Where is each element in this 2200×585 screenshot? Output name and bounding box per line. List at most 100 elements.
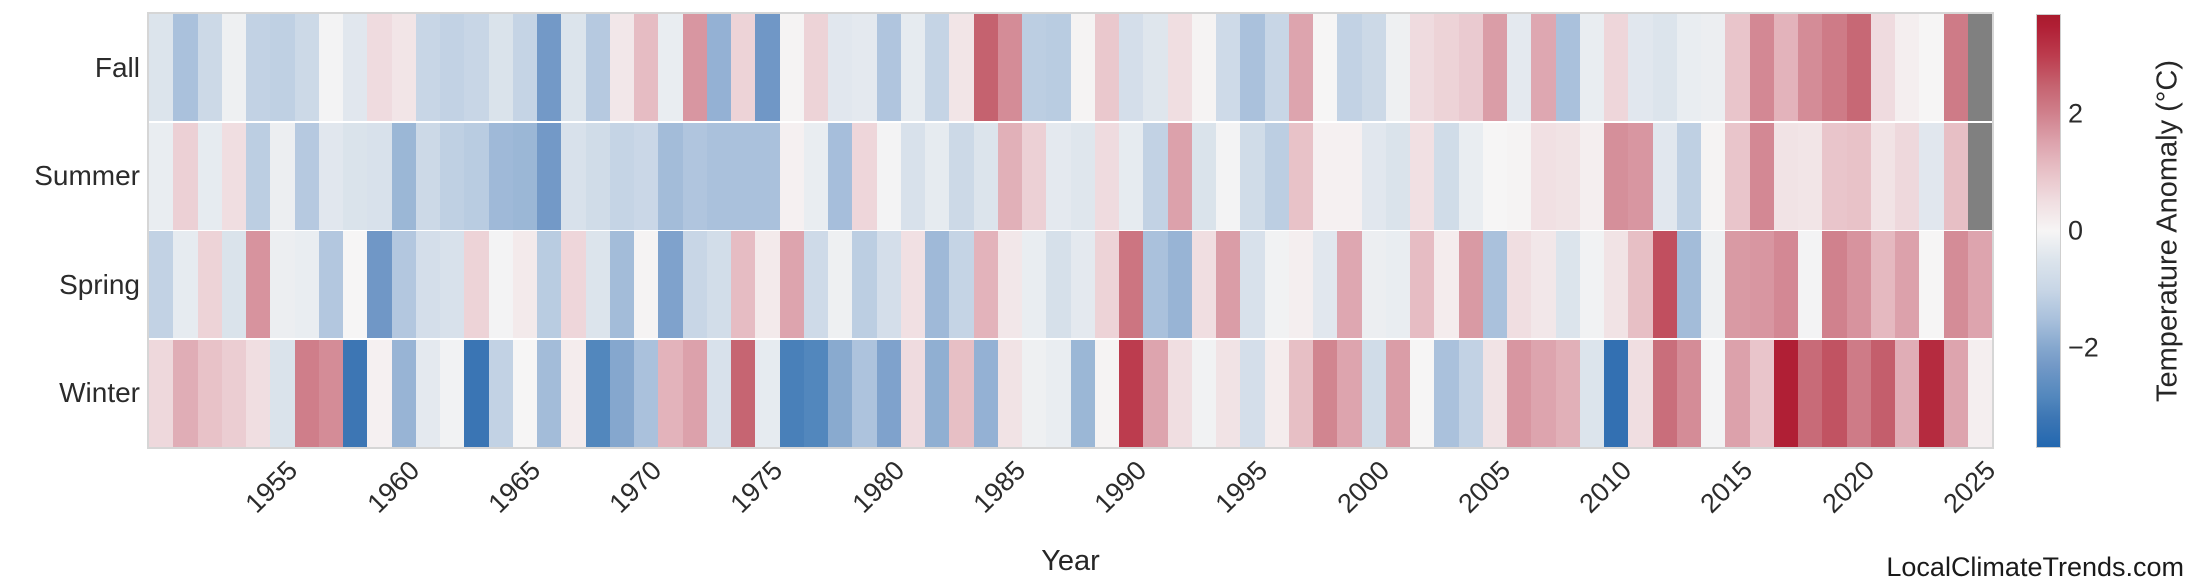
heatmap-cell [415,339,440,447]
heatmap-cell [1749,231,1774,339]
heatmap-cell [343,339,368,447]
heatmap-cell [1094,231,1119,339]
heatmap-cell [1652,231,1677,339]
heatmap-cell [1361,231,1386,339]
heatmap-cell [1507,14,1532,122]
heatmap-cell [1895,14,1920,122]
heatmap-cell [1458,339,1483,447]
heatmap-cell [1313,122,1338,230]
heatmap-cell [1652,122,1677,230]
heatmap-cell [1288,122,1313,230]
colorbar-tick-label: 2 [2068,98,2084,129]
heatmap-cell [1216,14,1241,122]
heatmap-cell [246,231,271,339]
heatmap-cell [1337,231,1362,339]
heatmap-cell [173,14,198,122]
heatmap-cell [1288,14,1313,122]
heatmap-cell [779,231,804,339]
heatmap-cell [585,231,610,339]
heatmap-cell [1895,231,1920,339]
x-tick-label: 1960 [361,455,425,519]
heatmap-cell [391,122,416,230]
heatmap-cell [658,339,683,447]
heatmap-cell [1870,14,1895,122]
heatmap-cell [173,339,198,447]
heatmap-cell [1119,122,1144,230]
heatmap-cell [464,231,489,339]
heatmap-cell [221,122,246,230]
heatmap-cell [1313,231,1338,339]
heatmap [147,12,1994,449]
heatmap-cell [852,231,877,339]
heatmap-cell [1385,231,1410,339]
heatmap-cell [537,14,562,122]
colorbar-title: Temperature Anomaly (°C) [2151,60,2184,402]
heatmap-cell [1070,339,1095,447]
row-label-fall: Fall [94,52,140,84]
heatmap-cell [391,231,416,339]
heatmap-cell [537,339,562,447]
heatmap-cell [1458,231,1483,339]
heatmap-cell [1701,122,1726,230]
heatmap-cell [973,14,998,122]
heatmap-cell [367,339,392,447]
heatmap-cell [1070,231,1095,339]
heatmap-cell [1022,231,1047,339]
heatmap-cell [852,339,877,447]
x-tick-label: 1970 [603,455,668,519]
heatmap-cell [1507,339,1532,447]
heatmap-cell [1579,14,1604,122]
heatmap-cell [997,231,1022,339]
heatmap-cell [221,14,246,122]
heatmap-cell [1531,122,1556,230]
heatmap-cell [1555,339,1580,447]
x-tick-label: 2005 [1452,455,1517,519]
x-tick-label: 1965 [482,455,547,519]
heatmap-cell [876,231,901,339]
heatmap-cell [1482,122,1507,230]
heatmap-cell [1895,339,1920,447]
heatmap-cell [706,339,731,447]
heatmap-cell [343,14,368,122]
heatmap-cell [440,14,465,122]
heatmap-cell [658,231,683,339]
heatmap-cell [973,339,998,447]
heatmap-cell [1846,122,1871,230]
heatmap-cell [1919,339,1944,447]
heatmap-cell [1798,122,1823,230]
heatmap-cell [415,231,440,339]
x-tick-label: 1975 [724,455,789,519]
heatmap-cell [682,231,707,339]
heatmap-cell [1191,339,1216,447]
heatmap-cell [755,231,780,339]
heatmap-cell [1313,14,1338,122]
heatmap-cell [1579,231,1604,339]
heatmap-cell [1022,339,1047,447]
heatmap-cell [1458,14,1483,122]
heatmap-cell [973,122,998,230]
heatmap-cell [1410,339,1435,447]
heatmap-cell [221,339,246,447]
heatmap-cell [803,14,828,122]
heatmap-cell [634,339,659,447]
heatmap-cell [415,122,440,230]
heatmap-cell [1870,122,1895,230]
heatmap-cell [1967,231,1992,339]
heatmap-cell [1798,339,1823,447]
heatmap-cell [561,339,586,447]
heatmap-cell [925,14,950,122]
heatmap-cell [391,14,416,122]
heatmap-cell [1749,122,1774,230]
row-label-winter: Winter [59,376,140,408]
heatmap-cell [1119,339,1144,447]
heatmap-cell [1701,339,1726,447]
heatmap-row-fall [149,14,1992,122]
heatmap-cell [149,122,174,230]
heatmap-cell [1967,122,1992,230]
colorbar [2036,14,2061,448]
heatmap-cell [1773,122,1798,230]
heatmap-cell [294,122,319,230]
heatmap-cell [803,339,828,447]
heatmap-cell [1555,122,1580,230]
heatmap-cell [318,122,343,230]
